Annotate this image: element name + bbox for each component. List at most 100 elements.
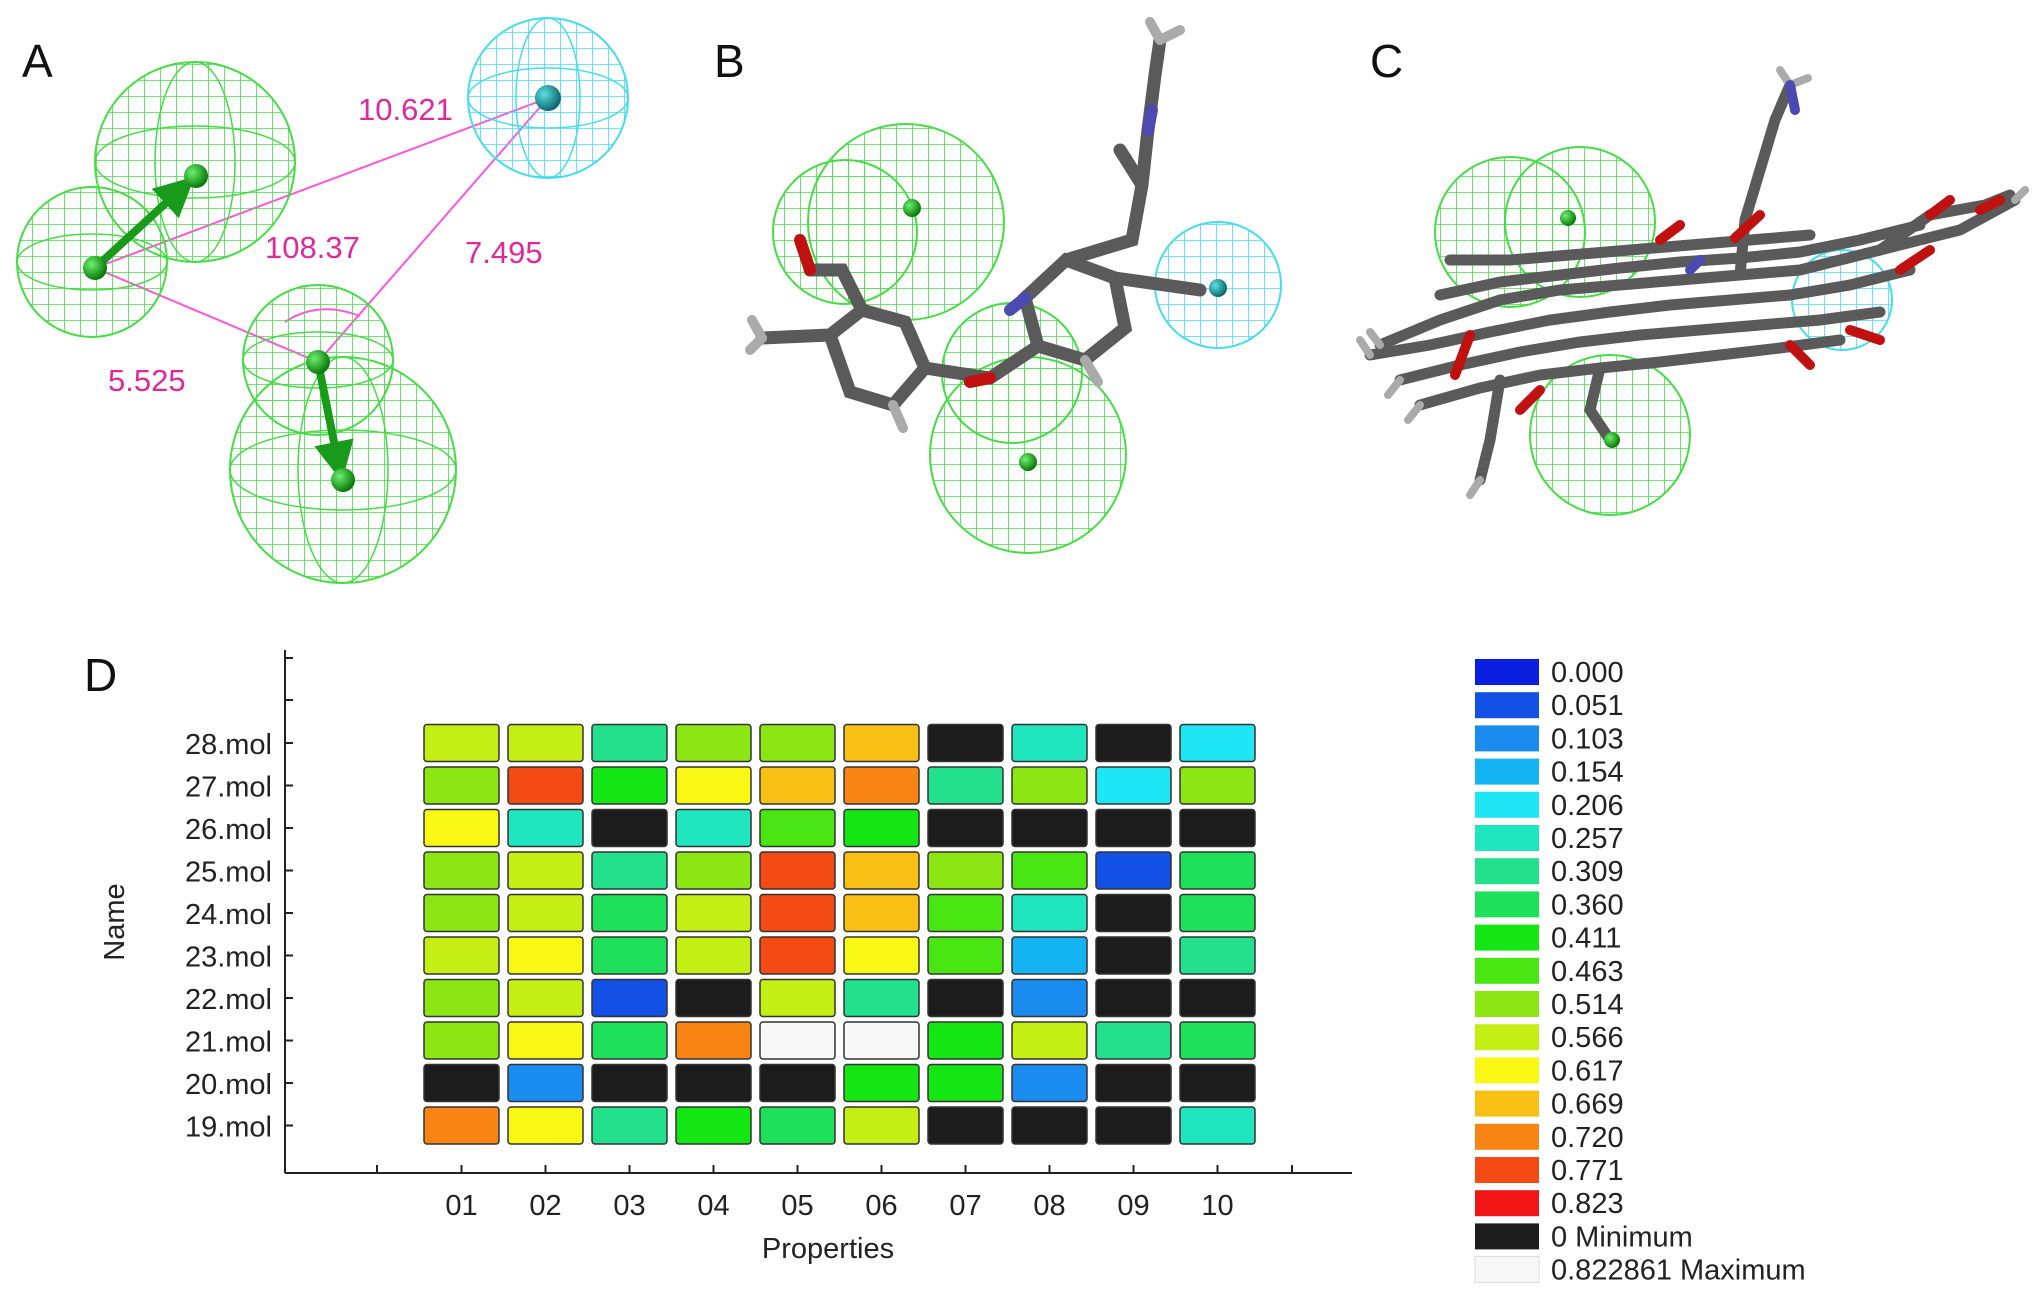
heatmap-cell-23.mol-08 (1011, 936, 1088, 975)
legend-swatch (1475, 1024, 1539, 1051)
heatmap-cell-28.mol-03 (591, 723, 668, 763)
heatmap-cell-19.mol-03 (591, 1106, 668, 1145)
legend-label: 0.669 (1551, 1089, 1624, 1121)
heatmap-cell-23.mol-09 (1095, 936, 1172, 975)
heatmap-cell-28.mol-01 (423, 723, 500, 763)
heatmap-cell-19.mol-07 (927, 1106, 1004, 1145)
heatmap-cell-23.mol-01 (423, 936, 500, 975)
heatmap-cell-26.mol-01 (423, 808, 500, 848)
distance-labels: 10.621 108.37 7.495 5.525 (108, 92, 543, 398)
heatmap-cell-22.mol-05 (759, 978, 836, 1018)
y-tick-label: 28.mol (185, 729, 272, 761)
heatmap-cell-24.mol-04 (675, 893, 752, 933)
heatmap-cell-27.mol-08 (1011, 766, 1088, 805)
legend-label: 0.720 (1551, 1122, 1624, 1154)
overlay-features (1560, 210, 1620, 448)
legend-label: 0.103 (1551, 723, 1624, 755)
heatmap-cell-25.mol-06 (843, 851, 920, 890)
heatmap-cell-23.mol-04 (675, 936, 752, 975)
overlay-carbon-bonds (1364, 79, 2021, 486)
heatmap-cell-20.mol-06 (843, 1063, 920, 1103)
heatmap-cell-27.mol-06 (843, 766, 920, 805)
heatmap-cell-24.mol-03 (591, 893, 668, 933)
heatmap-cell-25.mol-01 (423, 851, 500, 890)
panel-label-c: C (1370, 35, 1404, 87)
heatmap-cell-27.mol-09 (1095, 766, 1172, 805)
heatmap-cell-27.mol-03 (591, 766, 668, 805)
heatmap-cell-25.mol-03 (591, 851, 668, 890)
legend-swatch (1474, 1256, 1540, 1284)
legend-swatch (1475, 692, 1539, 719)
x-tick-label: 09 (1117, 1190, 1149, 1222)
legend-swatch (1475, 825, 1539, 851)
heatmap-cell-28.mol-08 (1011, 723, 1088, 763)
distance-label-3: 5.525 (108, 363, 186, 398)
legend-swatch (1475, 1223, 1539, 1250)
x-axis-labels: 01 02 03 04 05 06 07 08 09 10 (445, 1190, 1233, 1222)
heatmap-cell-26.mol-06 (843, 808, 920, 848)
panel-label-a: A (22, 35, 53, 87)
heatmap-cell-20.mol-08 (1011, 1063, 1088, 1103)
heatmap-cell-25.mol-09 (1095, 851, 1172, 890)
heatmap-cell-23.mol-05 (759, 936, 836, 975)
legend-swatch (1475, 791, 1539, 818)
x-tick-label: 01 (445, 1190, 477, 1222)
legend-swatch (1475, 924, 1539, 951)
heatmap-cell-19.mol-06 (843, 1106, 920, 1145)
heatmap-cell-21.mol-02 (507, 1021, 584, 1060)
heatmap-cell-20.mol-02 (507, 1063, 584, 1103)
heatmap-chart: 28.mol 27.mol 26.mol 25.mol 24.mol 23.mol 22.m… (99, 650, 1352, 1265)
legend-label: 0.360 (1551, 889, 1624, 921)
y-tick-label: 26.mol (185, 814, 272, 846)
panel-label-d: D (84, 649, 118, 701)
ligand-overlay (1356, 66, 2029, 516)
feature-vectors (91, 176, 354, 482)
heatmap-cell-23.mol-06 (843, 936, 920, 975)
heatmap-cell-21.mol-01 (423, 1021, 500, 1060)
heatmap-cell-24.mol-02 (507, 893, 584, 933)
y-tick-label: 27.mol (185, 772, 272, 804)
x-tick-label: 10 (1201, 1190, 1233, 1222)
legend-swatch (1475, 1090, 1539, 1117)
heatmap-cell-24.mol-05 (759, 893, 836, 933)
legend-swatch (1475, 1057, 1539, 1084)
heatmap-cell-19.mol-04 (675, 1106, 752, 1145)
legend-label: 0.154 (1551, 757, 1624, 789)
heatmap-cell-22.mol-06 (843, 978, 920, 1018)
legend-swatch (1475, 858, 1539, 885)
y-tick-label: 22.mol (185, 984, 272, 1016)
panel-label-b: B (714, 35, 745, 87)
heatmap-cell-20.mol-04 (675, 1063, 752, 1103)
y-axis-ticks (285, 657, 293, 1127)
heatmap-cell-21.mol-09 (1095, 1021, 1172, 1060)
ligand-mapping (745, 17, 1282, 554)
heatmap-cell-21.mol-06 (843, 1021, 920, 1060)
heatmap-cell-20.mol-01 (423, 1063, 500, 1103)
heatmap-cell-19.mol-01 (423, 1106, 500, 1145)
legend-label: 0.617 (1551, 1055, 1624, 1087)
heatmap-cell-27.mol-05 (759, 766, 836, 805)
legend-label: 0.309 (1551, 856, 1624, 888)
y-tick-label: 24.mol (185, 899, 272, 931)
heatmap-cell-25.mol-05 (759, 851, 836, 890)
overlay-nitrogen (1685, 80, 1800, 275)
heatmap-cell-26.mol-09 (1095, 808, 1172, 848)
legend-label: 0.206 (1551, 790, 1624, 822)
legend-swatch (1475, 1123, 1539, 1150)
heatmap-cell-22.mol-09 (1095, 978, 1172, 1018)
heatmap-cell-27.mol-02 (507, 766, 584, 805)
legend-label: 0.411 (1551, 923, 1621, 955)
legend-swatch (1475, 1157, 1539, 1183)
heatmap-cell-25.mol-07 (927, 851, 1004, 890)
pharmacophore-model: 10.621 108.37 7.495 5.525 (16, 17, 629, 584)
heatmap-cell-25.mol-08 (1011, 851, 1088, 890)
heatmap-cell-23.mol-07 (927, 936, 1004, 975)
heatmap-cell-22.mol-04 (675, 978, 752, 1018)
heatmap-cell-22.mol-07 (927, 978, 1004, 1018)
heatmap-cell-27.mol-01 (423, 766, 500, 805)
heatmap-cell-26.mol-03 (591, 808, 668, 848)
heatmap-cell-25.mol-02 (507, 851, 584, 890)
legend-label: 0.566 (1551, 1022, 1624, 1054)
heatmap-cell-23.mol-10 (1179, 936, 1256, 975)
feature-centers (83, 85, 561, 492)
